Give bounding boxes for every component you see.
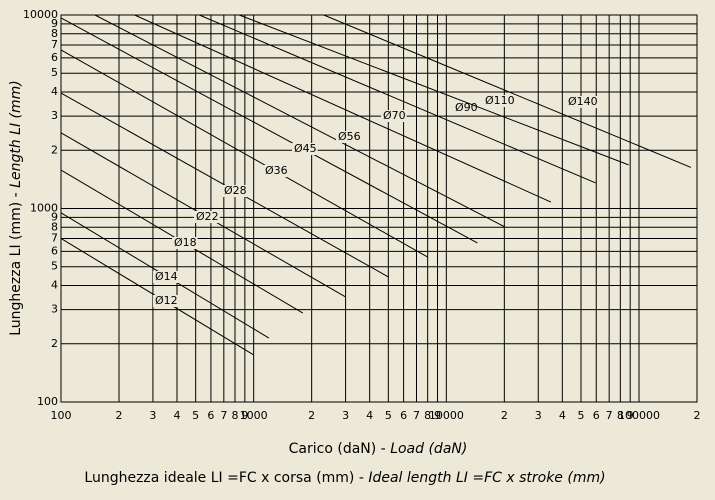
series-label: Ø22 — [196, 210, 219, 223]
y-tick-label: 5 — [51, 260, 58, 273]
x-tick-label: 100000 — [618, 409, 660, 422]
series-line — [238, 14, 629, 166]
plot-border — [60, 14, 698, 403]
y-tick-label: 10000 — [23, 8, 58, 21]
series-line — [134, 14, 552, 203]
label-bg — [153, 295, 179, 307]
series-line — [60, 17, 478, 244]
y-tick-label: 3 — [51, 109, 58, 122]
y-tick-label: 2 — [51, 337, 58, 350]
series-label: Ø14 — [155, 270, 178, 283]
x-tick-label: 4 — [173, 409, 180, 422]
y-tick-label: 6 — [51, 51, 58, 64]
x-tick-label: 9 — [241, 409, 248, 422]
series-label: Ø70 — [383, 109, 406, 122]
y-tick-label: 8 — [51, 220, 58, 233]
label-bg — [483, 95, 516, 107]
y-tick-label: 9 — [51, 17, 58, 30]
series-label: Ø12 — [155, 294, 178, 307]
label-bg — [292, 143, 318, 155]
label-bg — [222, 185, 248, 197]
y-tick-label: 1000 — [30, 202, 58, 215]
x-tick-label: 10000 — [429, 409, 464, 422]
x-label-it: Carico (daN) - — [289, 441, 391, 457]
x-tick-label: 1000 — [240, 409, 268, 422]
y-tick-label: 7 — [51, 231, 58, 244]
series-label: Ø140 — [568, 95, 598, 108]
x-tick-label: 3 — [535, 409, 542, 422]
x-axis-label: Carico (daN) - Load (daN) — [289, 441, 468, 457]
x-tick-label: 8 — [617, 409, 624, 422]
y-tick-label: 4 — [51, 279, 58, 292]
series-label: Ø18 — [174, 236, 197, 249]
x-tick-label: 7 — [606, 409, 613, 422]
series-line — [94, 14, 506, 228]
x-tick-label: 6 — [400, 409, 407, 422]
series-line — [199, 14, 596, 184]
label-bg — [263, 165, 289, 177]
x-tick-label: 5 — [192, 409, 199, 422]
label-bg — [566, 96, 599, 108]
x-tick-label: 4 — [366, 409, 373, 422]
caption: Lunghezza ideale LI =FC x corsa (mm) - I… — [84, 470, 605, 486]
x-tick-label: 6 — [207, 409, 214, 422]
label-bg — [336, 131, 362, 143]
y-tick-label: 3 — [51, 303, 58, 316]
label-bg — [194, 211, 220, 223]
x-tick-label: 8 — [231, 409, 238, 422]
x-tick-label: 9 — [434, 409, 441, 422]
x-tick-label: 9 — [627, 409, 634, 422]
y-tick-label: 4 — [51, 85, 58, 98]
series-label: Ø45 — [294, 142, 317, 155]
caption-it: Lunghezza ideale LI =FC x corsa (mm) - — [84, 470, 368, 486]
y-tick-label: 100 — [37, 395, 58, 408]
x-tick-label: 5 — [578, 409, 585, 422]
x-tick-label: 7 — [220, 409, 227, 422]
x-tick-label: 2 — [694, 409, 701, 422]
x-tick-label: 100 — [51, 409, 72, 422]
label-bg — [172, 237, 198, 249]
x-tick-label: 6 — [593, 409, 600, 422]
series-label: Ø56 — [338, 130, 361, 143]
x-tick-label: 2 — [308, 409, 315, 422]
x-tick-label: 7 — [413, 409, 420, 422]
x-tick-label: 4 — [559, 409, 566, 422]
label-bg — [153, 271, 179, 283]
series-line — [323, 14, 692, 168]
x-tick-label: 3 — [342, 409, 349, 422]
y-tick-label: 2 — [51, 143, 58, 156]
y-tick-label: 6 — [51, 244, 58, 257]
caption-en: Ideal length LI =FC x stroke (mm) — [368, 470, 605, 486]
x-label-en: Load (daN) — [390, 441, 467, 457]
series-label: Ø36 — [265, 164, 288, 177]
x-tick-label: 2 — [115, 409, 122, 422]
x-tick-label: 3 — [149, 409, 156, 422]
x-tick-label: 2 — [501, 409, 508, 422]
x-tick-label: 5 — [385, 409, 392, 422]
y-tick-label: 7 — [51, 38, 58, 51]
series-line — [60, 92, 389, 278]
y-tick-label: 8 — [51, 27, 58, 40]
y-tick-label: 5 — [51, 66, 58, 79]
series-line — [60, 49, 428, 258]
y-label-en: Length LI (mm) — [8, 80, 24, 188]
x-tick-label: 8 — [424, 409, 431, 422]
label-bg — [381, 110, 407, 122]
series-label: Ø28 — [224, 184, 247, 197]
y-tick-label: 9 — [51, 210, 58, 223]
y-axis-label: Lunghezza LI (mm) - Length LI (mm) — [8, 80, 24, 336]
series-label: Ø110 — [485, 94, 515, 107]
y-label-it: Lunghezza LI (mm) - — [8, 188, 24, 336]
